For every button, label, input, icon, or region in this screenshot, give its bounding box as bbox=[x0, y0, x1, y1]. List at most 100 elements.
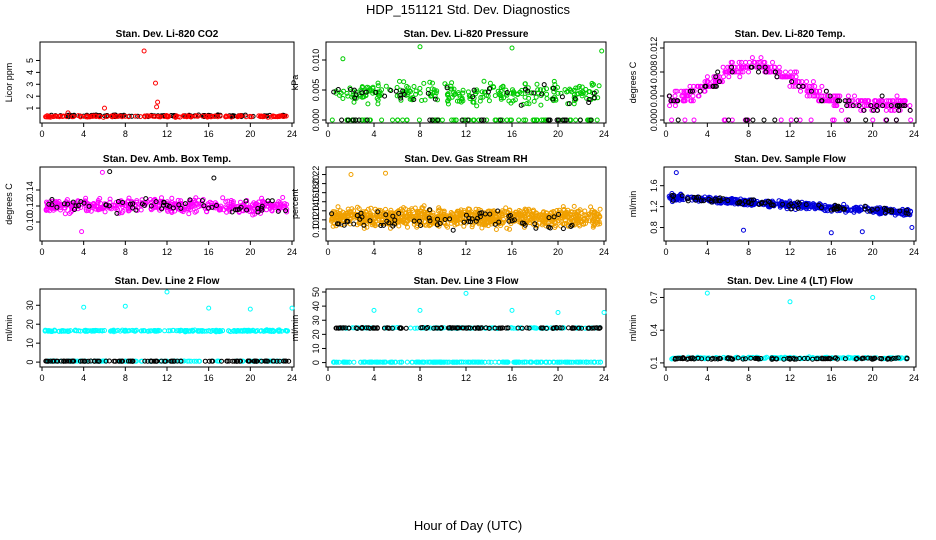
data-point bbox=[390, 213, 396, 219]
data-point bbox=[710, 83, 716, 89]
data-point bbox=[704, 74, 710, 80]
data-point bbox=[393, 88, 399, 94]
data-point bbox=[492, 93, 498, 99]
data-point bbox=[252, 205, 257, 211]
data-point bbox=[362, 117, 368, 123]
data-point bbox=[70, 199, 76, 205]
data-point bbox=[533, 215, 539, 221]
data-point bbox=[830, 117, 836, 123]
data-point bbox=[387, 359, 393, 365]
data-point bbox=[881, 205, 887, 211]
data-point bbox=[359, 84, 365, 90]
data-point bbox=[903, 210, 909, 216]
data-point bbox=[187, 113, 192, 119]
data-point bbox=[557, 359, 563, 365]
data-point bbox=[244, 207, 250, 213]
data-point bbox=[791, 201, 797, 207]
data-point bbox=[130, 205, 136, 211]
data-point bbox=[533, 94, 539, 100]
data-point bbox=[580, 359, 586, 365]
data-point bbox=[470, 99, 476, 105]
data-point bbox=[698, 198, 704, 204]
data-point bbox=[246, 327, 252, 333]
data-point bbox=[853, 103, 859, 109]
data-point bbox=[893, 355, 899, 361]
plot-frame bbox=[325, 41, 607, 124]
x-tick-label: 8 bbox=[123, 129, 128, 139]
y-tick-label: 5 bbox=[25, 58, 35, 63]
data-point bbox=[691, 117, 697, 123]
data-point bbox=[562, 359, 568, 365]
data-point bbox=[459, 117, 465, 123]
panel-title: Stan. Dev. Sample Flow bbox=[734, 154, 846, 165]
data-point bbox=[444, 83, 450, 89]
data-point bbox=[683, 93, 689, 99]
data-point bbox=[488, 213, 494, 219]
data-point bbox=[398, 95, 404, 101]
data-point bbox=[285, 328, 291, 334]
data-point bbox=[592, 222, 597, 228]
data-point bbox=[375, 89, 381, 95]
data-point bbox=[788, 69, 794, 75]
data-point bbox=[286, 358, 292, 364]
y-tick-label: 0.22 bbox=[311, 166, 321, 184]
data-point bbox=[398, 206, 404, 212]
data-point bbox=[736, 64, 742, 70]
y-tick-label: 30 bbox=[25, 300, 35, 310]
data-point bbox=[837, 98, 843, 104]
data-point bbox=[578, 359, 584, 365]
data-point bbox=[267, 328, 273, 334]
data-point bbox=[485, 89, 491, 95]
data-point bbox=[357, 219, 363, 225]
y-tick-label: 0.004 bbox=[649, 85, 659, 108]
data-point bbox=[575, 208, 580, 214]
data-point bbox=[506, 213, 512, 219]
x-tick-label: 8 bbox=[746, 247, 751, 257]
data-point bbox=[131, 328, 137, 334]
data-point bbox=[347, 359, 352, 365]
data-point bbox=[451, 86, 457, 92]
data-point bbox=[417, 44, 423, 50]
data-point bbox=[877, 356, 883, 361]
data-point bbox=[597, 206, 603, 212]
data-point bbox=[424, 215, 429, 221]
data-point bbox=[181, 358, 187, 364]
data-point bbox=[762, 64, 768, 70]
data-point bbox=[689, 194, 695, 200]
data-point bbox=[597, 359, 603, 365]
x-tick-label: 16 bbox=[507, 247, 517, 257]
data-point bbox=[283, 113, 289, 119]
data-point bbox=[839, 107, 845, 113]
data-point bbox=[715, 74, 721, 80]
data-point bbox=[425, 90, 431, 96]
y-axis-label: ml/min bbox=[4, 315, 14, 342]
data-point bbox=[557, 325, 563, 331]
data-point bbox=[531, 90, 537, 96]
data-point bbox=[199, 198, 205, 204]
data-point bbox=[848, 103, 854, 109]
data-point bbox=[482, 89, 488, 95]
data-point bbox=[678, 356, 684, 362]
data-point bbox=[102, 105, 107, 111]
data-point bbox=[595, 219, 600, 225]
data-point bbox=[507, 117, 513, 123]
data-point bbox=[331, 89, 337, 95]
data-point bbox=[270, 358, 276, 364]
panel-3: Stan. Dev. Li-820 Temp. degrees C 0 4 8 12 16 2… bbox=[628, 29, 919, 139]
data-point bbox=[184, 114, 190, 120]
data-point bbox=[862, 98, 868, 104]
x-tick-label: 24 bbox=[287, 129, 297, 139]
data-point bbox=[153, 328, 159, 334]
data-point bbox=[524, 101, 530, 106]
data-point bbox=[368, 205, 374, 211]
data-point bbox=[504, 225, 510, 231]
x-tick-label: 16 bbox=[204, 247, 214, 257]
data-point bbox=[209, 204, 215, 210]
data-point bbox=[865, 98, 870, 104]
data-point bbox=[103, 202, 109, 208]
data-point bbox=[141, 202, 147, 208]
data-point bbox=[530, 215, 536, 221]
data-point bbox=[601, 310, 607, 315]
data-point bbox=[681, 88, 687, 94]
y-axis-label: percent bbox=[290, 188, 300, 219]
